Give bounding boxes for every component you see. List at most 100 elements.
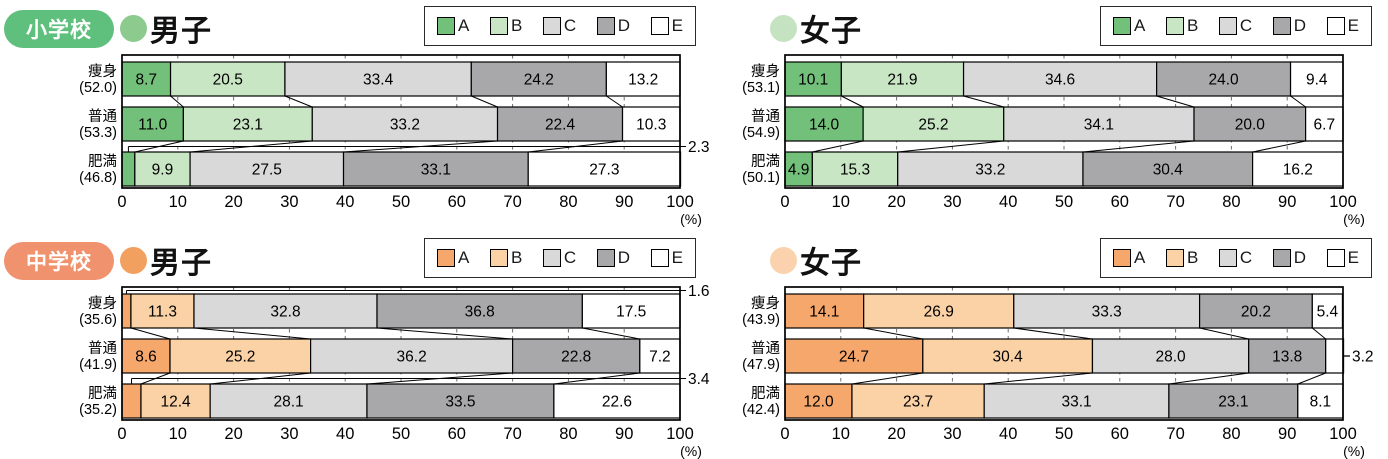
svg-text:26.9: 26.9 bbox=[924, 304, 954, 321]
svg-text:33.2: 33.2 bbox=[390, 117, 420, 134]
svg-text:0: 0 bbox=[780, 193, 789, 211]
svg-text:10: 10 bbox=[832, 193, 850, 211]
legend-swatch-a-icon bbox=[437, 249, 455, 267]
svg-text:40: 40 bbox=[336, 193, 354, 211]
svg-text:痩身: 痩身 bbox=[88, 294, 117, 312]
chart-elementary-girls: 10.1 21.9 34.6 24.0 9.4 14.0 25.2 34.1 20.0 6.7 4.… bbox=[742, 54, 1365, 227]
svg-text:(35.2): (35.2) bbox=[79, 402, 117, 418]
legend-label-d: D bbox=[1293, 16, 1307, 35]
svg-text:16.2: 16.2 bbox=[1283, 162, 1313, 179]
svg-text:(54.9): (54.9) bbox=[742, 125, 780, 141]
svg-text:80: 80 bbox=[1222, 425, 1240, 443]
legend-item-d: D bbox=[1272, 248, 1306, 268]
legend-label-a: A bbox=[458, 16, 470, 35]
legend-item-d: D bbox=[1272, 16, 1307, 36]
svg-text:8.6: 8.6 bbox=[135, 349, 157, 366]
legend-label-e: E bbox=[1347, 248, 1359, 267]
title-group-elementary-girls: 女子 bbox=[770, 8, 862, 48]
chart-title-elementary-boys: 男子 bbox=[150, 15, 212, 48]
legend-item-a: A bbox=[437, 16, 469, 36]
svg-text:肥満: 肥満 bbox=[88, 153, 117, 170]
legend-elementary-girls: A B C D E bbox=[1100, 6, 1372, 46]
girls-bullet-icon bbox=[770, 246, 797, 274]
legend-item-b: B bbox=[489, 248, 522, 268]
legend-item-c: C bbox=[1218, 248, 1253, 268]
svg-text:100: 100 bbox=[1329, 425, 1357, 443]
legend-item-e: E bbox=[650, 16, 683, 36]
legend-swatch-e-icon bbox=[1326, 17, 1345, 35]
svg-text:11.0: 11.0 bbox=[138, 117, 167, 134]
svg-text:70: 70 bbox=[1166, 193, 1184, 211]
chart-junior-boys: 11.3 32.8 36.8 17.5 8.6 25.2 36.2 22.8 7.2 12.4 28… bbox=[79, 283, 710, 459]
legend-swatch-c-icon bbox=[1218, 249, 1237, 267]
title-group-junior-girls: 女子 bbox=[770, 240, 862, 280]
svg-text:70: 70 bbox=[503, 193, 521, 211]
svg-text:22.6: 22.6 bbox=[602, 394, 632, 411]
svg-text:20: 20 bbox=[887, 425, 905, 443]
svg-text:肥満: 肥満 bbox=[88, 385, 117, 402]
svg-text:40: 40 bbox=[999, 425, 1017, 443]
svg-text:20.2: 20.2 bbox=[1241, 304, 1271, 321]
legend-label-b: B bbox=[1186, 248, 1199, 267]
svg-text:40: 40 bbox=[999, 193, 1017, 211]
svg-text:14.1: 14.1 bbox=[809, 304, 839, 321]
svg-text:25.2: 25.2 bbox=[918, 117, 948, 134]
chart-junior-girls: 14.1 26.9 33.3 20.2 5.4 24.7 30.4 28.0 13.8 12.0 2… bbox=[742, 286, 1374, 459]
legend-item-c: C bbox=[542, 16, 576, 36]
svg-text:33.3: 33.3 bbox=[1092, 304, 1122, 321]
svg-text:50: 50 bbox=[392, 193, 410, 211]
legend-item-e: E bbox=[1326, 248, 1359, 268]
legend-item-d: D bbox=[596, 248, 630, 268]
svg-text:10: 10 bbox=[169, 425, 187, 443]
svg-text:3.2: 3.2 bbox=[1352, 349, 1374, 366]
svg-text:100: 100 bbox=[666, 425, 694, 443]
svg-text:肥満: 肥満 bbox=[751, 153, 780, 170]
svg-text:(53.1): (53.1) bbox=[742, 80, 780, 96]
legend-swatch-a-icon bbox=[1113, 17, 1131, 35]
svg-text:100: 100 bbox=[1329, 193, 1357, 211]
svg-text:13.2: 13.2 bbox=[628, 72, 658, 89]
svg-text:50: 50 bbox=[392, 425, 410, 443]
svg-text:30.4: 30.4 bbox=[993, 349, 1024, 366]
svg-text:(%): (%) bbox=[680, 443, 702, 459]
svg-text:11.3: 11.3 bbox=[148, 304, 177, 321]
title-group-junior-boys: 男子 bbox=[120, 240, 212, 280]
legend-label-e: E bbox=[671, 16, 683, 35]
legend-junior-girls: A B C D E bbox=[1100, 238, 1372, 278]
legend-label-d: D bbox=[617, 16, 631, 35]
legend-swatch-c-icon bbox=[542, 17, 561, 35]
svg-text:(42.4): (42.4) bbox=[742, 402, 780, 418]
svg-text:30.4: 30.4 bbox=[1153, 162, 1184, 179]
svg-text:14.0: 14.0 bbox=[809, 117, 840, 134]
svg-text:(35.6): (35.6) bbox=[79, 312, 117, 328]
svg-text:(%): (%) bbox=[680, 211, 702, 227]
svg-text:(%): (%) bbox=[1343, 443, 1365, 459]
legend-item-b: B bbox=[1165, 16, 1198, 36]
legend-elementary-boys: A B C D E bbox=[424, 6, 696, 46]
title-group-elementary-boys: 男子 bbox=[120, 8, 212, 48]
svg-text:24.0: 24.0 bbox=[1209, 72, 1240, 89]
svg-text:12.4: 12.4 bbox=[160, 394, 191, 411]
svg-text:100: 100 bbox=[666, 193, 694, 211]
legend-label-c: C bbox=[1239, 248, 1253, 267]
svg-text:(53.3): (53.3) bbox=[79, 125, 117, 141]
chart-title-elementary-girls: 女子 bbox=[800, 15, 862, 48]
svg-text:24.7: 24.7 bbox=[839, 349, 869, 366]
svg-text:肥満: 肥満 bbox=[751, 385, 780, 402]
legend-label-e: E bbox=[1347, 16, 1359, 35]
svg-text:33.2: 33.2 bbox=[975, 162, 1005, 179]
svg-text:28.0: 28.0 bbox=[1155, 349, 1186, 366]
svg-text:90: 90 bbox=[1278, 193, 1296, 211]
svg-text:10: 10 bbox=[169, 193, 187, 211]
svg-text:2.3: 2.3 bbox=[688, 139, 710, 156]
svg-text:普通: 普通 bbox=[751, 108, 780, 125]
legend-item-e: E bbox=[650, 248, 683, 268]
legend-item-a: A bbox=[1113, 248, 1145, 268]
svg-text:普通: 普通 bbox=[88, 340, 117, 357]
svg-text:7.2: 7.2 bbox=[649, 349, 671, 366]
svg-text:70: 70 bbox=[1166, 425, 1184, 443]
svg-text:36.2: 36.2 bbox=[397, 349, 427, 366]
svg-text:80: 80 bbox=[559, 425, 577, 443]
legend-item-d: D bbox=[596, 16, 631, 36]
svg-text:1.6: 1.6 bbox=[688, 283, 710, 300]
